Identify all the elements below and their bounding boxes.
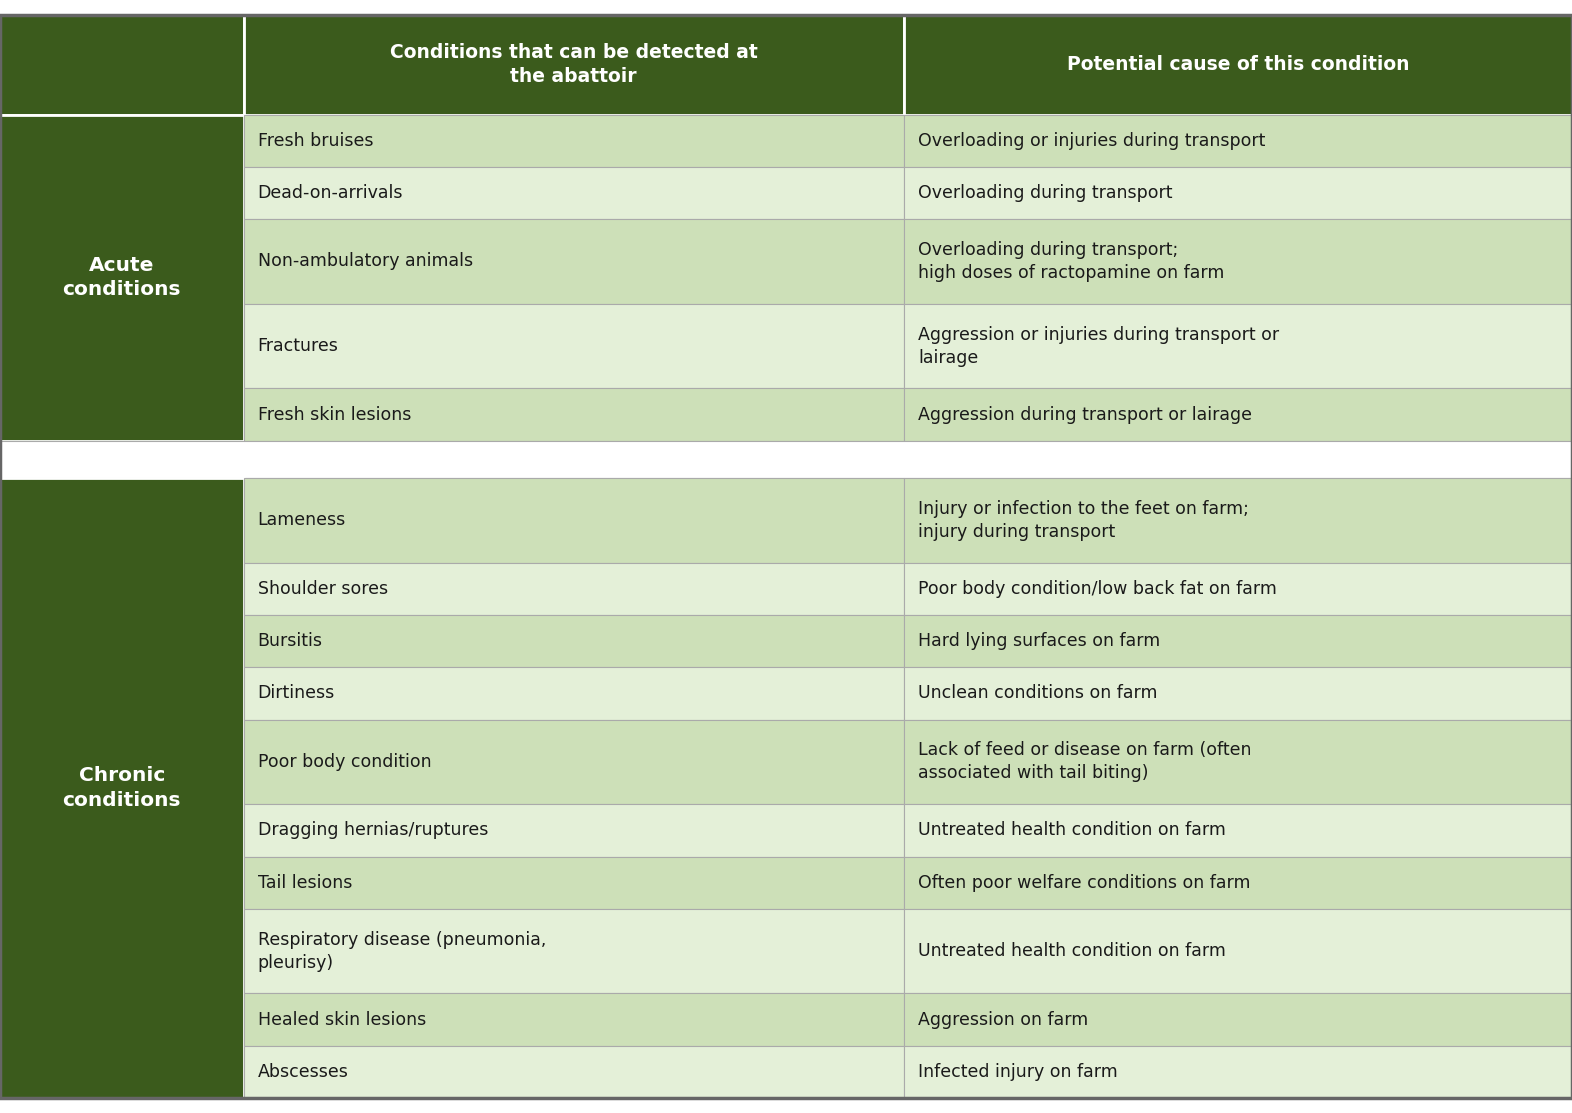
Bar — [904, 219, 1572, 304]
Text: Chronic
conditions: Chronic conditions — [63, 767, 181, 809]
Text: Non-ambulatory animals: Non-ambulatory animals — [258, 253, 473, 270]
Text: Conditions that can be detected at
the abattoir: Conditions that can be detected at the a… — [390, 43, 758, 87]
Bar — [244, 805, 904, 857]
Bar — [244, 857, 904, 909]
Bar — [244, 167, 904, 219]
Bar — [244, 668, 904, 720]
Text: Fractures: Fractures — [258, 337, 338, 355]
Bar — [244, 14, 904, 115]
Text: Lack of feed or disease on farm (often
associated with tail biting): Lack of feed or disease on farm (often a… — [918, 741, 1251, 782]
Bar — [0, 479, 244, 1099]
Bar — [904, 167, 1572, 219]
Text: Shoulder sores: Shoulder sores — [258, 580, 388, 598]
Text: Hard lying surfaces on farm: Hard lying surfaces on farm — [918, 632, 1160, 650]
Text: Acute
conditions: Acute conditions — [63, 256, 181, 299]
Bar — [0, 441, 1572, 479]
Bar — [904, 994, 1572, 1046]
Text: Healed skin lesions: Healed skin lesions — [258, 1011, 426, 1028]
Text: Injury or infection to the feet on farm;
injury during transport: Injury or infection to the feet on farm;… — [918, 500, 1248, 541]
Bar — [244, 219, 904, 304]
Bar — [244, 563, 904, 615]
Bar — [904, 720, 1572, 805]
Bar — [904, 304, 1572, 388]
Text: Dragging hernias/ruptures: Dragging hernias/ruptures — [258, 821, 487, 839]
Bar — [904, 615, 1572, 668]
Text: Abscesses: Abscesses — [258, 1063, 349, 1081]
Bar — [904, 1046, 1572, 1099]
Bar — [904, 668, 1572, 720]
Bar — [244, 115, 904, 167]
Text: Fresh bruises: Fresh bruises — [258, 131, 373, 150]
Text: Unclean conditions on farm: Unclean conditions on farm — [918, 684, 1157, 702]
Text: Often poor welfare conditions on farm: Often poor welfare conditions on farm — [918, 874, 1250, 892]
Bar — [904, 563, 1572, 615]
Text: Infected injury on farm: Infected injury on farm — [918, 1063, 1118, 1081]
Text: Dirtiness: Dirtiness — [258, 684, 335, 702]
Text: Overloading during transport;
high doses of ractopamine on farm: Overloading during transport; high doses… — [918, 242, 1225, 282]
Bar — [904, 115, 1572, 167]
Text: Respiratory disease (pneumonia,
pleurisy): Respiratory disease (pneumonia, pleurisy… — [258, 930, 545, 972]
Bar — [904, 479, 1572, 563]
Bar — [0, 115, 244, 441]
Text: Overloading during transport: Overloading during transport — [918, 184, 1173, 203]
Bar — [904, 857, 1572, 909]
Text: Dead-on-arrivals: Dead-on-arrivals — [258, 184, 402, 203]
Text: Aggression during transport or lairage: Aggression during transport or lairage — [918, 405, 1251, 424]
Text: Aggression or injuries during transport or
lairage: Aggression or injuries during transport … — [918, 326, 1280, 366]
Bar — [244, 720, 904, 805]
Text: Fresh skin lesions: Fresh skin lesions — [258, 405, 410, 424]
Bar — [244, 994, 904, 1046]
Text: Poor body condition: Poor body condition — [258, 752, 431, 771]
Bar — [244, 1046, 904, 1099]
Text: Overloading or injuries during transport: Overloading or injuries during transport — [918, 131, 1265, 150]
Text: Untreated health condition on farm: Untreated health condition on farm — [918, 942, 1226, 961]
Bar — [244, 479, 904, 563]
Bar — [244, 615, 904, 668]
Text: Aggression on farm: Aggression on farm — [918, 1011, 1088, 1028]
Bar — [904, 14, 1572, 115]
Text: Poor body condition/low back fat on farm: Poor body condition/low back fat on farm — [918, 580, 1276, 598]
Text: Lameness: Lameness — [258, 511, 346, 530]
Bar — [0, 14, 244, 115]
Bar — [244, 909, 904, 994]
Bar — [904, 388, 1572, 441]
Text: Bursitis: Bursitis — [258, 632, 322, 650]
Text: Potential cause of this condition: Potential cause of this condition — [1067, 56, 1409, 75]
Bar — [244, 304, 904, 388]
Bar — [904, 909, 1572, 994]
Bar — [904, 805, 1572, 857]
Text: Untreated health condition on farm: Untreated health condition on farm — [918, 821, 1226, 839]
Bar — [244, 388, 904, 441]
Text: Tail lesions: Tail lesions — [258, 874, 352, 892]
